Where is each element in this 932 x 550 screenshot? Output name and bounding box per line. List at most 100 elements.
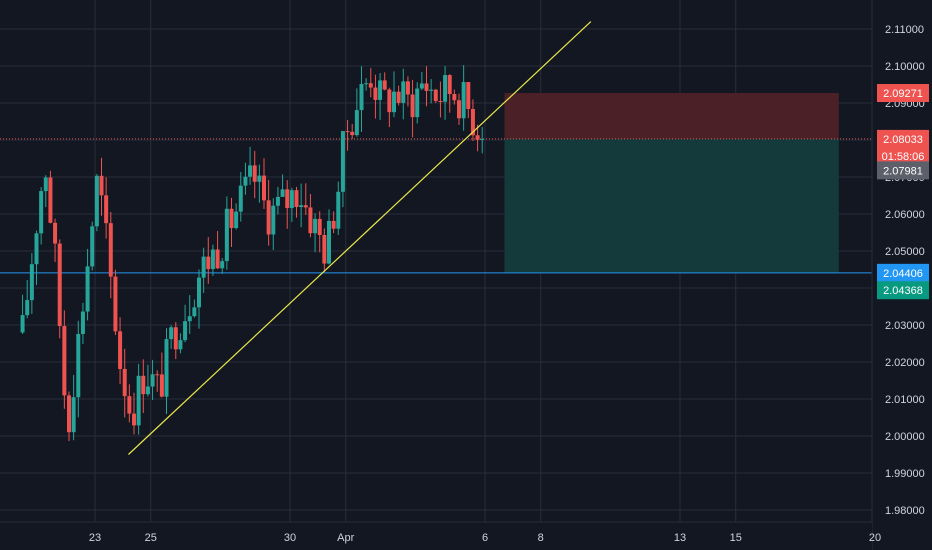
price-badge — [877, 129, 929, 148]
candle-body — [210, 249, 215, 270]
price-badge-text: 2.09271 — [883, 88, 923, 100]
price-badge — [877, 161, 929, 180]
x-tick-label: 15 — [730, 532, 742, 544]
y-tick-label: 1.98000 — [885, 505, 925, 517]
candle-body — [159, 374, 164, 397]
candle-body — [34, 233, 39, 265]
candle-body — [313, 218, 318, 234]
candle-body — [340, 131, 345, 192]
candle-body — [136, 375, 141, 426]
candle-body — [76, 333, 81, 398]
candle-body — [429, 89, 434, 91]
y-tick-label: 2.00000 — [885, 431, 925, 443]
candle-body — [90, 226, 95, 267]
candle-body — [475, 135, 480, 140]
candle-body — [336, 191, 341, 229]
horizontal-lines[interactable] — [0, 138, 872, 274]
price-badges: 2.09271 2.08033 01:58:06 2.07981 2.04406 2.04… — [877, 84, 929, 300]
candle-body — [164, 339, 169, 397]
trendline-layer[interactable] — [128, 21, 592, 455]
candle-body — [368, 83, 373, 88]
candle-body — [303, 205, 308, 208]
candle-body — [415, 88, 420, 118]
candle-body — [39, 191, 44, 234]
candle-body — [85, 266, 90, 312]
x-tick-label: 6 — [482, 532, 488, 544]
candle-body — [132, 413, 136, 426]
y-tick-label: 1.99000 — [885, 468, 925, 480]
candle-body — [187, 316, 192, 322]
candle-body — [308, 207, 313, 234]
candle-body — [405, 81, 410, 95]
candle-body — [424, 83, 429, 91]
candle-body — [122, 368, 127, 397]
candle-body — [248, 165, 253, 177]
candle-body — [29, 264, 34, 301]
x-tick-label: 20 — [869, 532, 881, 544]
candle-body — [466, 82, 471, 109]
candle-body — [401, 81, 406, 103]
candle-body — [243, 176, 248, 186]
candle-body — [155, 374, 160, 376]
candle-body — [275, 196, 280, 206]
candle-body — [67, 395, 71, 433]
candle-body — [433, 89, 438, 101]
candle-body — [289, 190, 294, 208]
candle-body — [378, 80, 383, 100]
price-badge-text: 01:58:06 — [882, 151, 925, 163]
price-badge — [877, 263, 929, 282]
candle-body — [224, 208, 229, 262]
candle-body — [452, 94, 457, 101]
y-tick-label: 2.05000 — [885, 246, 925, 258]
candle-body — [62, 326, 67, 396]
candle-body — [392, 91, 396, 113]
candle-body — [206, 256, 211, 270]
candle-body — [215, 249, 220, 269]
candle-body — [25, 300, 30, 316]
candle-body — [234, 211, 239, 229]
candle-body — [382, 80, 387, 90]
candle-body — [197, 277, 201, 308]
candle-body — [262, 175, 266, 201]
candle-body — [350, 131, 355, 136]
candle-body — [345, 131, 350, 133]
price-badge — [877, 84, 929, 103]
candle-body — [220, 261, 225, 269]
candle-body — [192, 307, 197, 317]
candle-body — [285, 189, 290, 208]
x-tick-label: Apr — [337, 532, 354, 544]
candle-body — [373, 87, 378, 100]
candle-body — [252, 165, 257, 182]
candle-body — [238, 185, 243, 212]
candle-body — [396, 91, 401, 103]
stop-loss-zone[interactable] — [504, 93, 839, 139]
price-badge-text: 2.07981 — [883, 165, 923, 177]
candle-body — [104, 195, 109, 224]
candle-body — [80, 311, 85, 334]
position-zones[interactable] — [504, 93, 839, 273]
candle-body — [150, 374, 155, 387]
candle-body — [48, 177, 53, 223]
candle-body — [57, 243, 62, 327]
candle-body — [419, 83, 424, 89]
candle-body — [438, 100, 443, 102]
candle-body — [71, 397, 76, 433]
candle-body — [145, 386, 150, 395]
y-tick-label: 2.01000 — [885, 394, 925, 406]
candle-body — [461, 82, 466, 119]
y-tick-label: 2.03000 — [885, 320, 925, 332]
trendline[interactable] — [128, 21, 592, 455]
candle-body — [294, 190, 299, 208]
candle-body — [447, 75, 452, 95]
candle-body — [480, 138, 485, 140]
take-profit-zone[interactable] — [504, 138, 839, 273]
candle-body — [183, 321, 188, 341]
candle-body — [173, 327, 178, 350]
candle-body — [322, 235, 327, 264]
candle-body — [317, 218, 322, 236]
time-axis-panel[interactable] — [0, 522, 872, 550]
y-tick-label: 2.10000 — [885, 61, 925, 73]
candle-body — [327, 220, 331, 264]
